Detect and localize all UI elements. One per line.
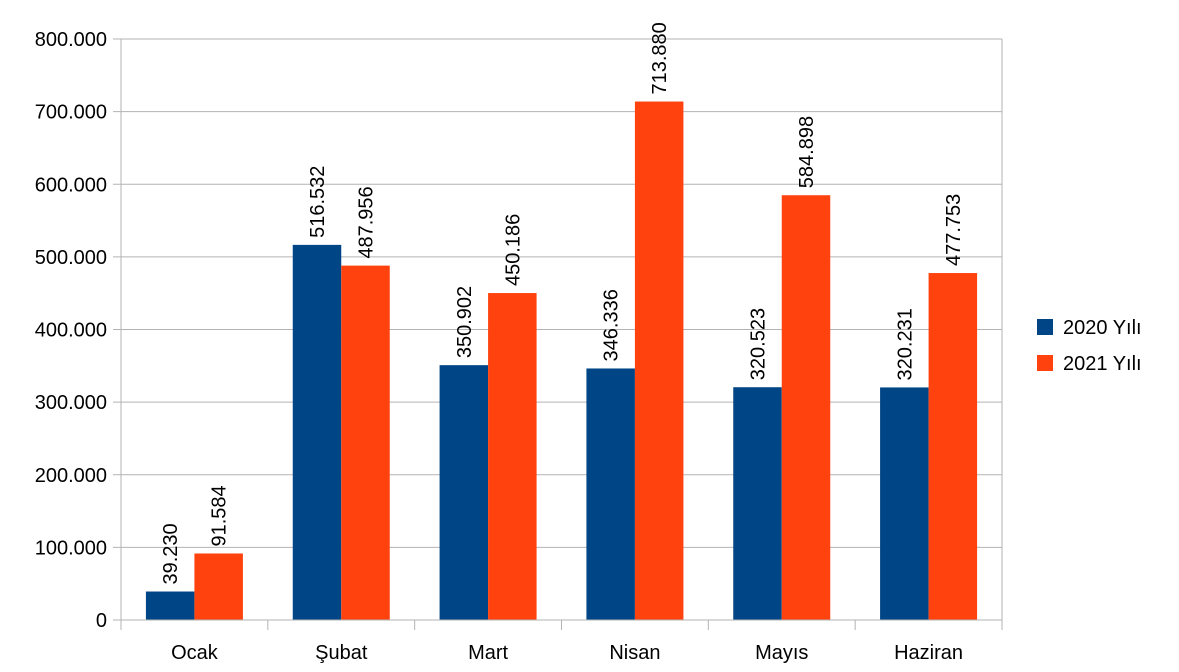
y-tick-label: 600.000 [35,174,107,196]
labels-layer: 39.230 516.532 350.902 346.336 320.523 320.23… [160,22,965,584]
legend-swatch [1037,319,1053,335]
x-tick-label: Nisan [609,642,660,664]
bar-series2 [488,293,537,620]
y-tick-label: 100.000 [35,537,107,559]
data-label: 477.753 [943,194,965,266]
bar-series2 [781,195,831,620]
y-tick-label: 700.000 [35,102,107,124]
legend-label: 2021 Yılı [1063,353,1142,375]
grid-layer [121,38,1002,621]
bar-series1 [586,368,635,620]
x-tick-label: Mayıs [755,642,808,664]
bar-series2 [634,101,684,620]
bar-series1 [145,591,195,620]
data-label: 346.336 [601,289,623,361]
bar-series1 [439,365,489,620]
bar-series1 [880,387,929,620]
data-label: 350.902 [454,286,476,358]
data-label: 584.898 [796,116,818,188]
axes-layer: 0 100.000 200.000 300.000 400.000 500.000 600.… [35,29,1003,664]
bar-series2 [194,553,243,620]
legend: 2020 Yılı 2021 Yılı [1037,317,1142,375]
y-tick-label: 300.000 [35,392,107,414]
y-tick-label: 500.000 [35,247,107,269]
x-tick-label: Mart [468,642,508,664]
data-label: 320.231 [894,308,916,380]
y-tick-label: 800.000 [35,29,107,51]
bar-series1 [292,244,342,620]
x-tick-label: Haziran [894,642,963,664]
legend-label: 2020 Yılı [1063,317,1142,339]
data-label: 713.880 [649,22,671,94]
bars-layer [145,101,978,620]
legend-swatch [1037,355,1053,371]
y-tick-label: 200.000 [35,465,107,487]
data-label: 516.532 [307,166,329,238]
y-tick-label: 400.000 [35,320,107,342]
bar-series2 [341,265,390,620]
x-tick-label: Ocak [171,642,219,664]
data-label: 487.956 [356,186,378,258]
data-label: 91.584 [209,485,231,546]
data-label: 450.186 [502,214,524,286]
bar-series2 [928,273,978,620]
bar-series1 [733,387,782,620]
data-label: 39.230 [160,523,182,584]
x-tick-label: Şubat [315,642,368,664]
data-label: 320.523 [748,308,770,380]
y-tick-label: 0 [96,610,107,632]
